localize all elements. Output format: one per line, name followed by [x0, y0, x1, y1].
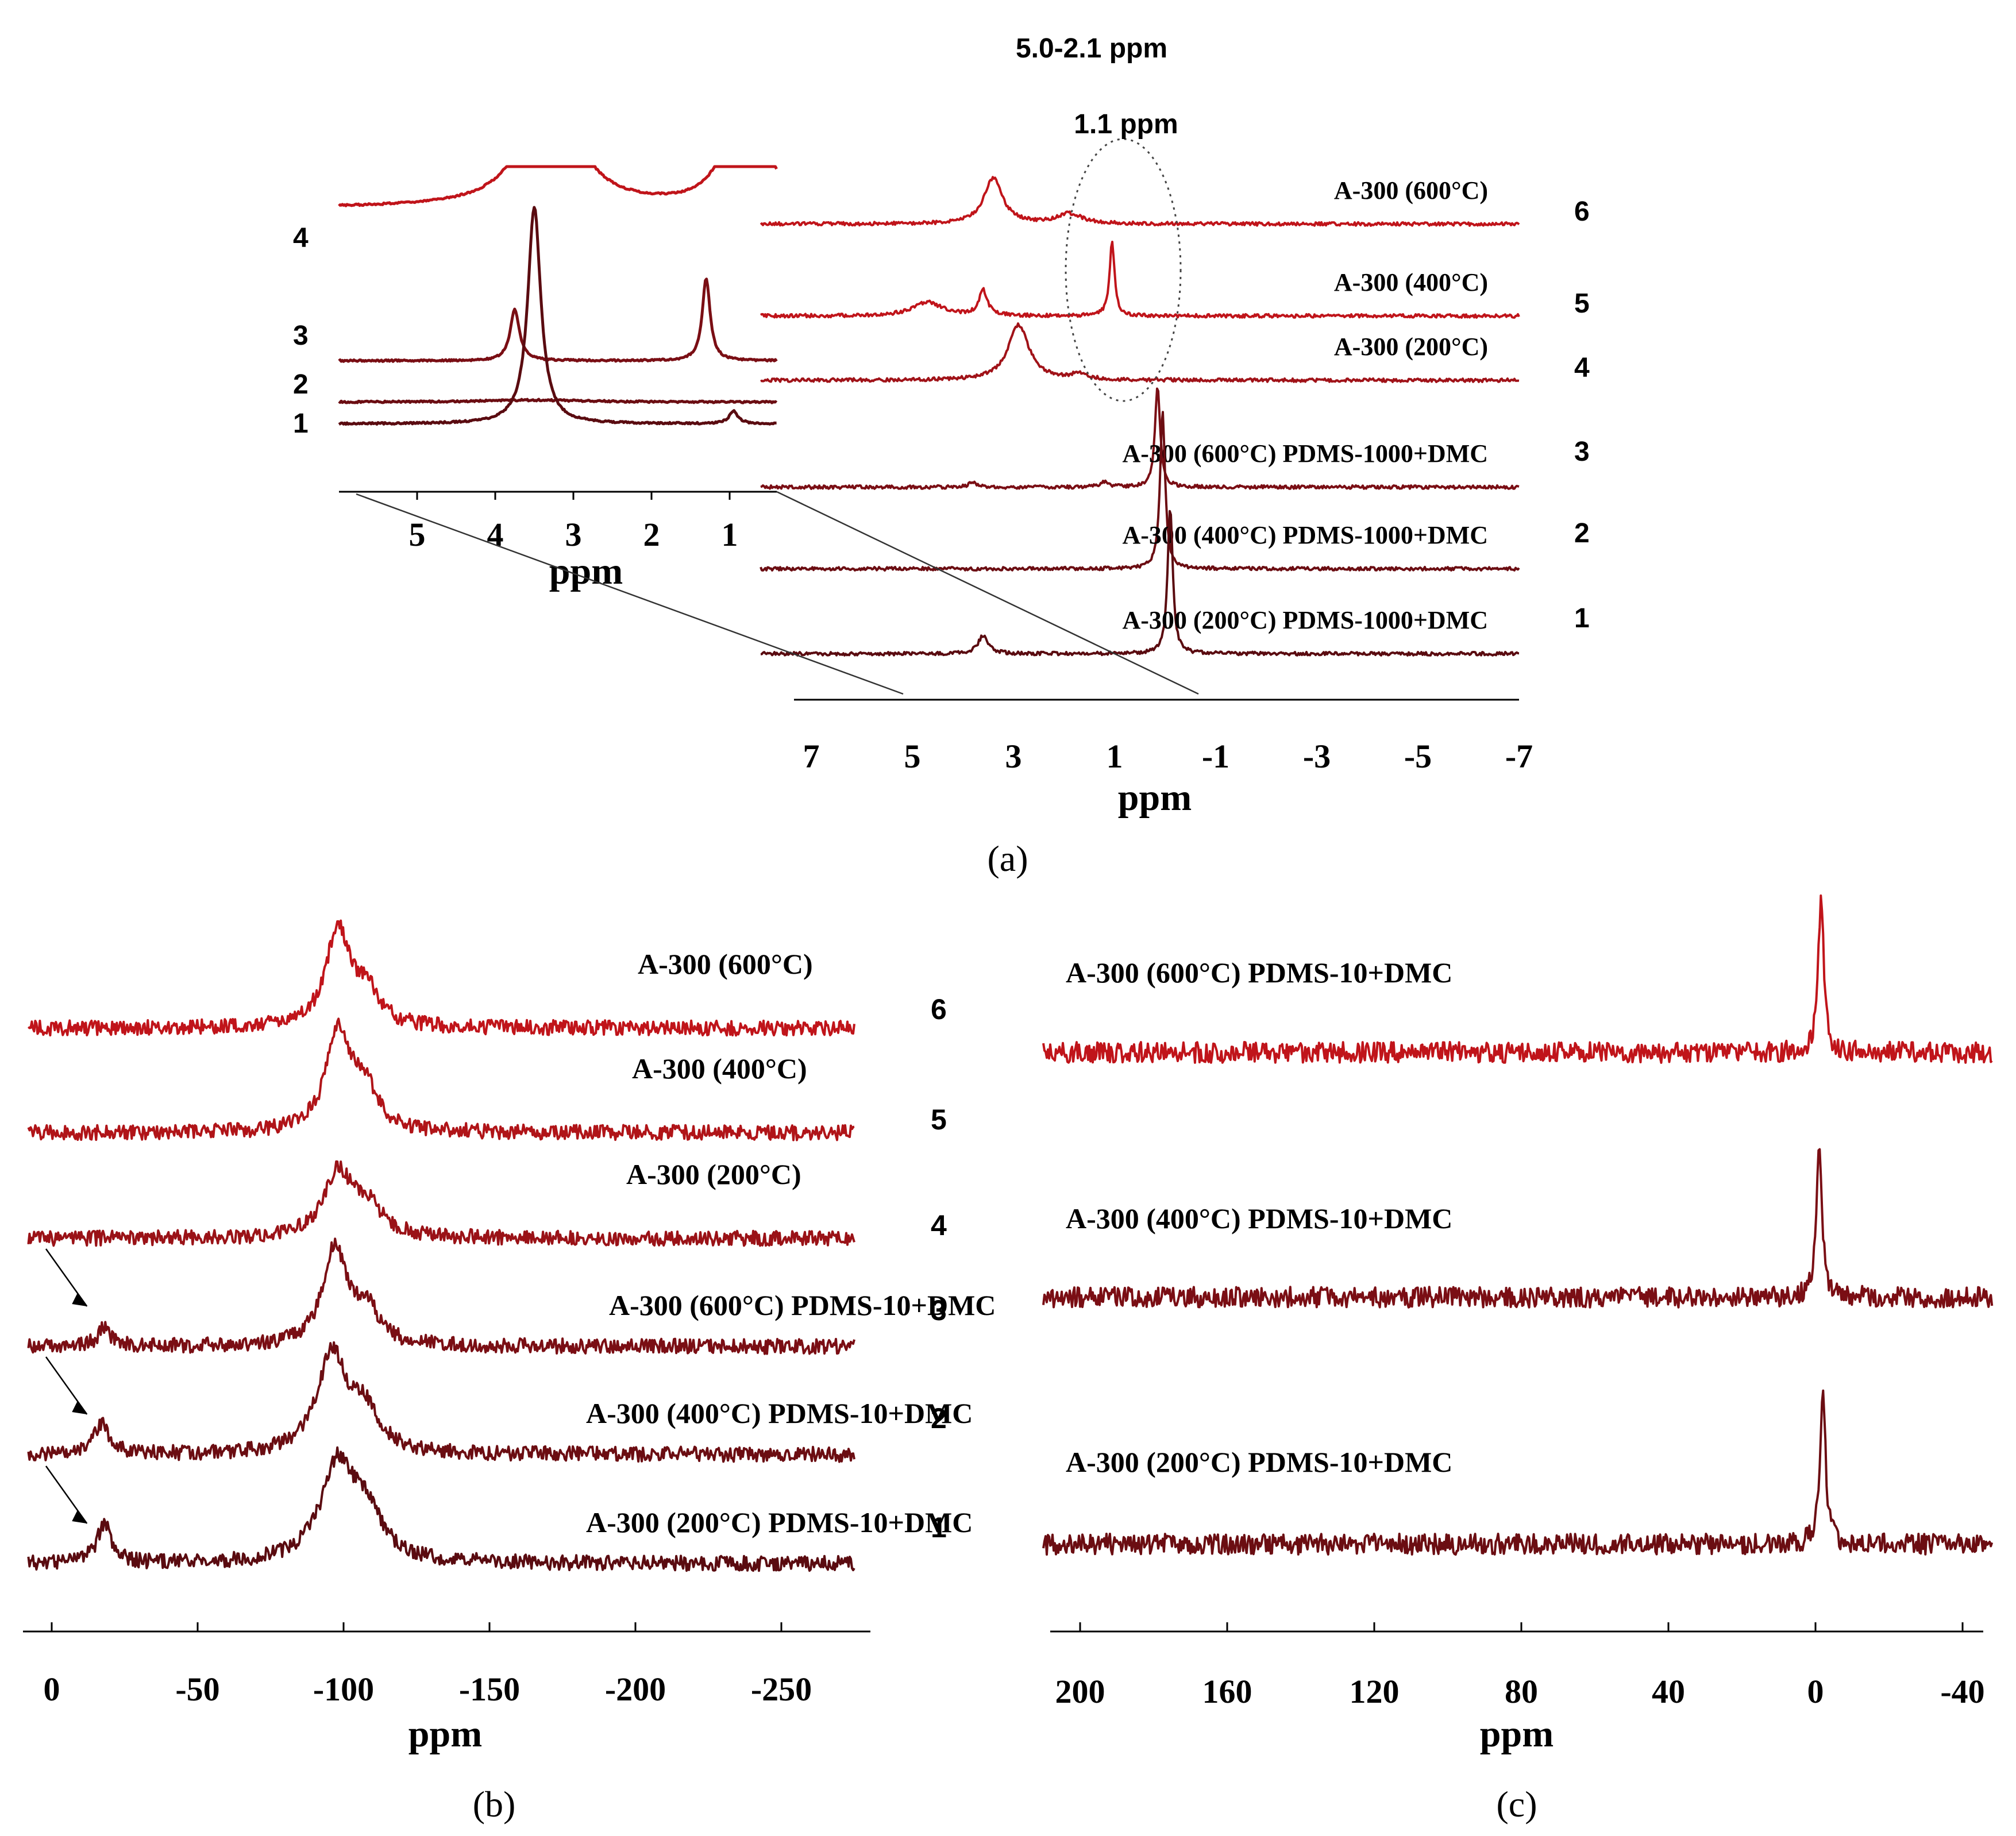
spectrum-inset-1: [338, 206, 777, 426]
inset-number-4: 4: [293, 223, 309, 253]
series-name-a-3: A-300 (600°C) PDMS-1000+DMC: [1122, 439, 1488, 468]
series-number-b-4: 4: [931, 1209, 947, 1241]
series-name-a-6: A-300 (600°C): [1334, 176, 1488, 205]
spectrum-b-5: [27, 1017, 855, 1141]
axis-a-tick-label: -1: [1202, 738, 1229, 775]
series-number-b-2: 2: [931, 1402, 947, 1434]
spectrum-a-6: [760, 176, 1520, 227]
series-number-b-1: 1: [931, 1511, 947, 1544]
series-number-b-6: 6: [931, 993, 947, 1025]
highlight-ellipse: [1065, 138, 1182, 402]
series-name-b-3: A-300 (600°C) PDMS-10+DMC: [609, 1289, 996, 1321]
spectrum-b-1: [27, 1446, 855, 1572]
axis-b-tick-label: 0: [44, 1671, 60, 1708]
panel-label-c: (c): [1496, 1784, 1537, 1825]
spectrum-a-3: [760, 387, 1520, 490]
axis-a-tick-label: 5: [904, 738, 921, 775]
spectrum-c-0: [1042, 894, 1993, 1064]
inset-number-3: 3: [293, 321, 309, 351]
spectrum-inset-3: [338, 277, 778, 363]
axis-a-tick-label: 7: [803, 738, 820, 775]
axis-inset-tick-label: 5: [409, 516, 426, 553]
annotation-region: 5.0-2.1 ppm: [1016, 33, 1167, 64]
inset-number-2: 2: [293, 369, 309, 400]
panel-label-b: (b): [473, 1784, 516, 1825]
axis-title-a: ppm: [1118, 777, 1192, 819]
series-name-a-2: A-300 (400°C) PDMS-1000+DMC: [1122, 521, 1488, 549]
zoom-connector: [776, 491, 1199, 695]
spectrum-b-2: [27, 1341, 855, 1463]
axis-b-tick-label: -250: [751, 1671, 812, 1708]
axis-b-tick-label: -150: [459, 1671, 520, 1708]
series-name-a-1: A-300 (200°C) PDMS-1000+DMC: [1122, 606, 1488, 634]
arrow-icon: [72, 1510, 87, 1523]
series-number-b-5: 5: [931, 1104, 947, 1136]
axis-c-tick-label: -40: [1940, 1673, 1984, 1710]
axis-a-tick-label: 1: [1107, 738, 1123, 775]
series-name-b-2: A-300 (400°C) PDMS-10+DMC: [586, 1397, 973, 1429]
series-number-a-1: 1: [1574, 603, 1590, 634]
axis-a-tick-label: 3: [1005, 738, 1022, 775]
spectrum-c-2: [1042, 1389, 1994, 1556]
series-name-c-0: A-300 (600°C) PDMS-10+DMC: [1066, 956, 1452, 989]
spectrum-a-1: [760, 510, 1520, 657]
axis-title-inset: ppm: [549, 550, 623, 592]
spectrum-inset-4: [338, 165, 778, 207]
annotation-peak: 1.1 ppm: [1074, 109, 1178, 140]
axis-inset-tick-label: 1: [722, 516, 738, 553]
axis-a-tick-label: -7: [1505, 738, 1533, 775]
series-name-c-1: A-300 (400°C) PDMS-10+DMC: [1066, 1202, 1452, 1235]
axis-b-tick-label: -50: [175, 1671, 219, 1708]
spectrum-a-4: [760, 322, 1520, 383]
series-name-b-6: A-300 (600°C): [638, 948, 813, 980]
series-name-c-2: A-300 (200°C) PDMS-10+DMC: [1066, 1446, 1452, 1478]
series-name-a-4: A-300 (200°C): [1334, 333, 1488, 361]
panel-c: A-300 (600°C) PDMS-10+DMC A-300 (400°C) P…: [1042, 894, 1994, 1825]
axis-title-b: ppm: [408, 1713, 482, 1755]
series-number-a-3: 3: [1574, 437, 1590, 467]
axis-title-c: ppm: [1480, 1713, 1554, 1755]
arrow-icon: [72, 1293, 87, 1306]
axis-c-tick-label: 200: [1055, 1673, 1105, 1710]
spectrum-c-1: [1042, 1148, 1994, 1309]
axis-c-tick-label: 0: [1807, 1673, 1824, 1710]
series-name-a-5: A-300 (400°C): [1334, 268, 1488, 296]
series-name-b-5: A-300 (400°C): [632, 1052, 807, 1085]
spectrum-b-4: [27, 1160, 855, 1247]
axis-b-tick-label: -100: [313, 1671, 374, 1708]
spectrum-a-5: [760, 241, 1520, 319]
axis-b-tick-label: -200: [605, 1671, 666, 1708]
spectrum-b-6: [28, 919, 855, 1037]
axis-c-tick-label: 80: [1505, 1673, 1538, 1710]
series-number-a-5: 5: [1574, 288, 1590, 319]
axis-c-tick-label: 160: [1202, 1673, 1252, 1710]
inset-number-1: 1: [293, 408, 309, 439]
series-name-b-1: A-300 (200°C) PDMS-10+DMC: [586, 1506, 973, 1538]
axis-c-tick-label: 40: [1652, 1673, 1685, 1710]
axis-c-tick-label: 120: [1350, 1673, 1400, 1710]
arrow-icon: [72, 1401, 87, 1414]
panel-label-a: (a): [987, 838, 1028, 879]
axis-inset-tick-label: 3: [565, 516, 582, 553]
series-number-a-4: 4: [1574, 353, 1590, 383]
axis-a-tick-label: -5: [1404, 738, 1432, 775]
series-number-a-6: 6: [1574, 196, 1590, 227]
spectrum-a-2: [760, 411, 1520, 572]
spectrum-b-3: [27, 1237, 855, 1355]
series-number-a-2: 2: [1574, 518, 1590, 549]
panel-a: A-300 (600°C) 6 A-300 (400°C) 5 A-300 (200°C…: [293, 33, 1590, 879]
series-number-b-3: 3: [931, 1294, 947, 1326]
series-name-b-4: A-300 (200°C): [626, 1158, 801, 1190]
zoom-connector: [356, 493, 904, 695]
axis-inset-tick-label: 2: [643, 516, 660, 553]
axis-a-tick-label: -3: [1303, 738, 1331, 775]
panel-b: A-300 (600°C) 6 A-300 (400°C) 5 A-300 (200°C…: [23, 919, 996, 1825]
